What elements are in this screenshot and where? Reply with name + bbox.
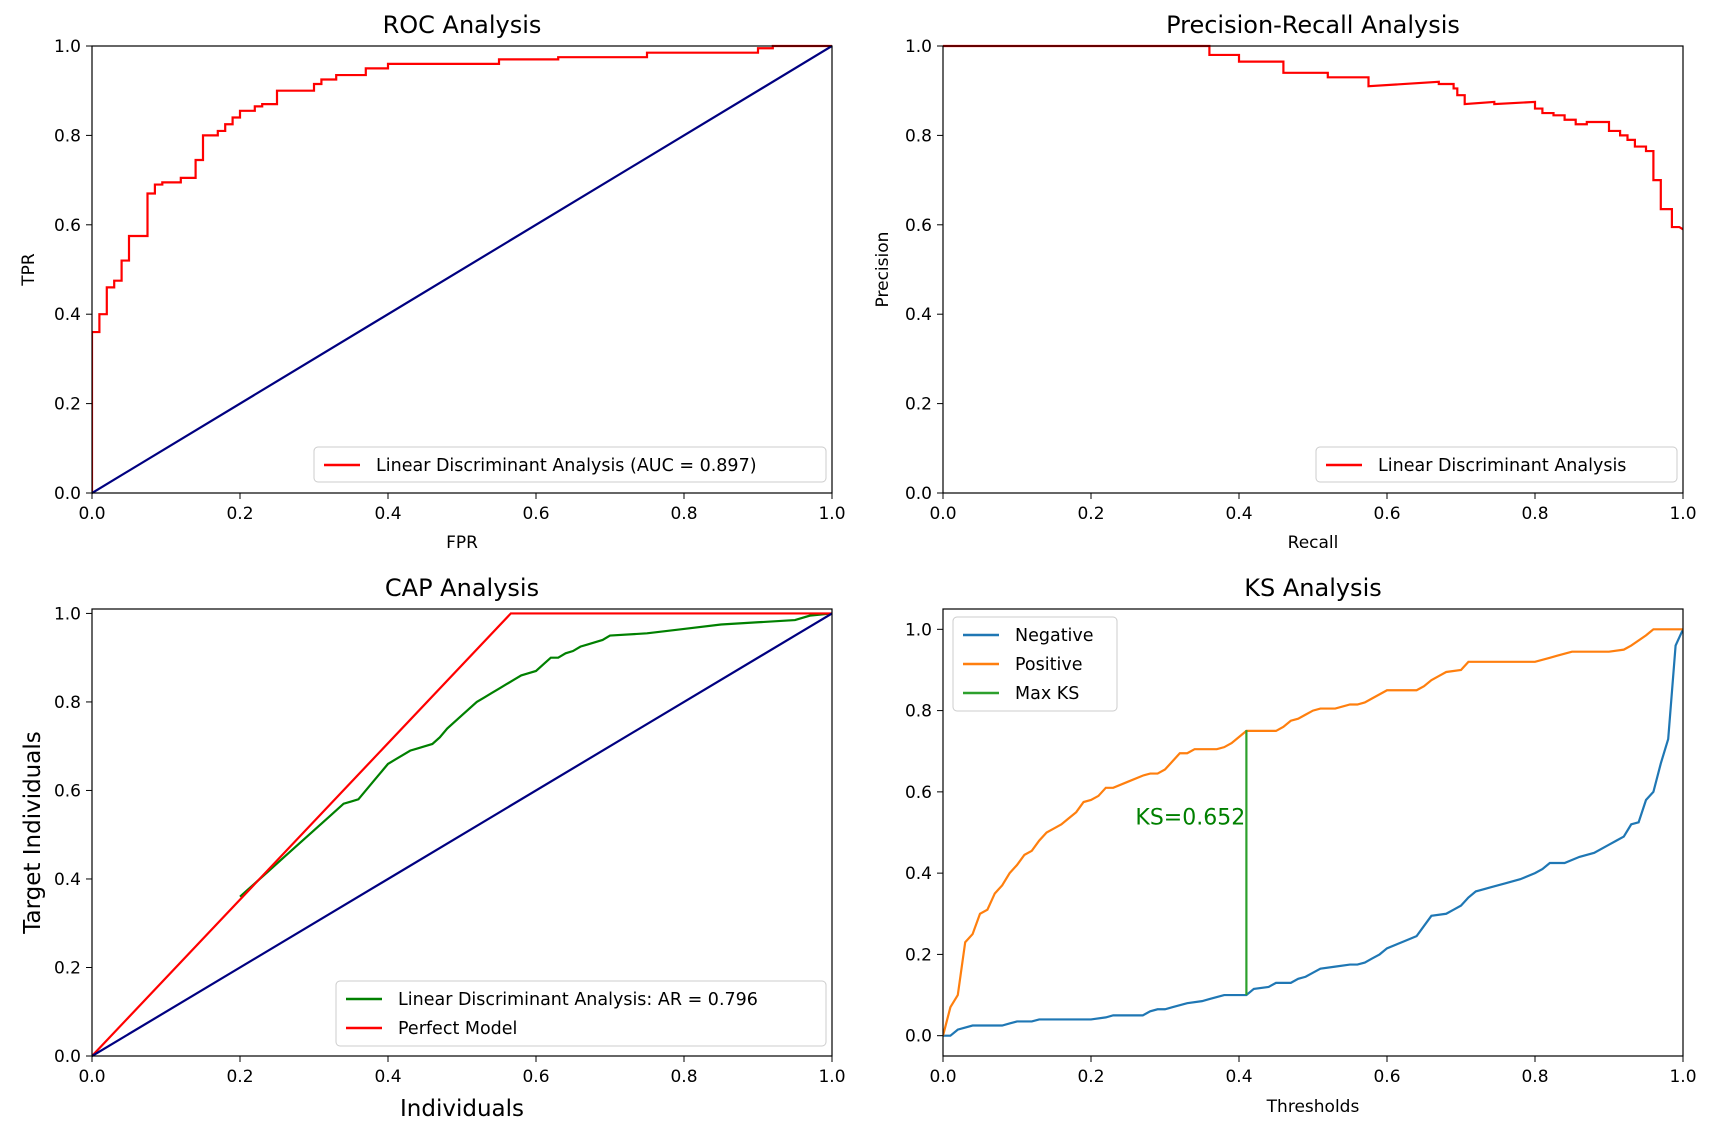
x-tick-label: 0.0 (78, 1067, 105, 1087)
legend: Linear Discriminant Analysis (1315, 446, 1678, 483)
y-tick-label: 0.2 (54, 958, 81, 978)
legend: Negative Positive Max KS (952, 616, 1118, 712)
y-tick-label: 0.6 (54, 781, 81, 801)
legend-entry: Positive (1015, 655, 1082, 675)
y-tick-label: 0.6 (905, 783, 932, 803)
x-tick-label: 1.0 (1669, 1067, 1696, 1087)
x-tick-label: 0.2 (1077, 504, 1104, 524)
chart-roc: ROC Analysis 0.0 0.2 0.4 0.6 0.8 1.0 0.0 0.2 0.4 0… (19, 11, 846, 553)
ks-annotation: KS=0.652 (1135, 805, 1245, 830)
plot-area (943, 628, 1683, 1037)
x-tick-label: 0.6 (522, 1067, 549, 1087)
x-tick-label: 1.0 (818, 504, 845, 524)
y-tick-label: 0.0 (905, 484, 932, 504)
series-line-linear-discriminant-analysis-ar-0-796 (239, 612, 832, 898)
diagonal-reference-line (92, 45, 832, 494)
x-tick-label: 1.0 (1669, 504, 1696, 524)
chart-title: Precision-Recall Analysis (1166, 11, 1460, 39)
series-line-positive (943, 628, 1683, 1036)
legend-entry: Linear Discriminant Analysis (1378, 456, 1626, 476)
x-tick-label: 0.4 (374, 1067, 401, 1087)
y-tick-label: 1.0 (54, 37, 81, 57)
y-tick-label: 0.8 (54, 126, 81, 146)
legend-box (952, 616, 1118, 712)
y-tick-label: 1.0 (905, 620, 932, 640)
plot-area (943, 44, 1683, 231)
legend-box (335, 980, 827, 1047)
x-tick-label: 0.4 (1225, 1067, 1252, 1087)
diagonal-reference-line (92, 612, 832, 1057)
y-tick-label: 0.0 (905, 1027, 932, 1047)
y-tick-label: 0.6 (54, 216, 81, 236)
y-tick-label: 0.2 (905, 945, 932, 965)
x-tick-label: 0.6 (1373, 1067, 1400, 1087)
series-line-negative (943, 628, 1683, 1037)
x-axis-label: Recall (1288, 533, 1339, 553)
x-tick-label: 0.0 (929, 1067, 956, 1087)
x-tick-label: 0.8 (1521, 504, 1548, 524)
plot-area (92, 612, 832, 1057)
x-tick-label: 0.6 (522, 504, 549, 524)
x-tick-label: 0.4 (374, 504, 401, 524)
plot-area (92, 44, 832, 494)
legend-box (1315, 446, 1678, 483)
legend-entry: Max KS (1015, 684, 1079, 704)
axes-frame (942, 608, 1684, 1057)
series-line-linear-discriminant-analysis (943, 44, 1683, 231)
axes-frame (91, 608, 833, 1057)
x-tick-label: 0.2 (226, 504, 253, 524)
y-axis-label: Precision (873, 232, 893, 308)
legend-entry: Perfect Model (398, 1019, 517, 1039)
x-tick-label: 0.2 (1077, 1067, 1104, 1087)
legend-box (313, 446, 827, 483)
x-axis-label: FPR (446, 533, 478, 553)
series-line-linear-discriminant-analysis-auc-0-897 (92, 44, 832, 493)
chart-title: CAP Analysis (385, 574, 539, 602)
x-axis-label: Individuals (400, 1096, 524, 1122)
y-tick-label: 0.6 (905, 216, 932, 236)
y-tick-label: 0.8 (905, 126, 932, 146)
chart-ks: KS Analysis 0.0 0.2 0.4 0.6 0.8 1.0 0.0 0.2 0.4 0.… (905, 574, 1697, 1117)
y-tick-label: 0.8 (905, 702, 932, 722)
legend-entry: Linear Discriminant Analysis: AR = 0.796 (398, 990, 758, 1010)
y-tick-label: 0.4 (54, 305, 81, 325)
chart-title: KS Analysis (1244, 574, 1381, 602)
legend: Linear Discriminant Analysis (AUC = 0.89… (313, 446, 827, 483)
x-tick-label: 0.6 (1373, 504, 1400, 524)
x-tick-label: 0.8 (1521, 1067, 1548, 1087)
y-tick-label: 1.0 (905, 37, 932, 57)
y-tick-label: 0.2 (54, 395, 81, 415)
x-tick-label: 0.2 (226, 1067, 253, 1087)
y-tick-label: 0.8 (54, 693, 81, 713)
y-tick-label: 1.0 (54, 604, 81, 624)
x-tick-label: 0.0 (929, 504, 956, 524)
chart-title: ROC Analysis (383, 11, 542, 39)
y-tick-label: 0.4 (54, 870, 81, 890)
y-tick-label: 0.0 (54, 1047, 81, 1067)
y-tick-label: 0.4 (905, 305, 932, 325)
y-tick-label: 0.0 (54, 484, 81, 504)
x-tick-label: 1.0 (818, 1067, 845, 1087)
y-tick-label: 0.4 (905, 864, 932, 884)
legend-entry: Linear Discriminant Analysis (AUC = 0.89… (376, 456, 757, 476)
axes-frame (91, 45, 833, 494)
chart-pr: Precision-Recall Analysis 0.0 0.2 0.4 0.6 0.8… (873, 11, 1697, 553)
legend-entry: Negative (1015, 626, 1094, 646)
y-tick-label: 0.2 (905, 395, 932, 415)
legend: Linear Discriminant Analysis: AR = 0.796… (335, 980, 827, 1047)
y-axis-label: TPR (19, 253, 39, 287)
x-tick-label: 0.4 (1225, 504, 1252, 524)
axes-frame (942, 45, 1684, 494)
x-tick-label: 0.0 (78, 504, 105, 524)
x-axis-label: Thresholds (1266, 1097, 1360, 1117)
x-tick-label: 0.8 (670, 1067, 697, 1087)
series-line-perfect-model (92, 612, 832, 1057)
chart-cap: CAP Analysis 0.0 0.2 0.4 0.6 0.8 1.0 0.0 0.2 0.4 0… (20, 574, 846, 1122)
y-axis-label: Target Individuals (20, 731, 46, 934)
x-tick-label: 0.8 (670, 504, 697, 524)
